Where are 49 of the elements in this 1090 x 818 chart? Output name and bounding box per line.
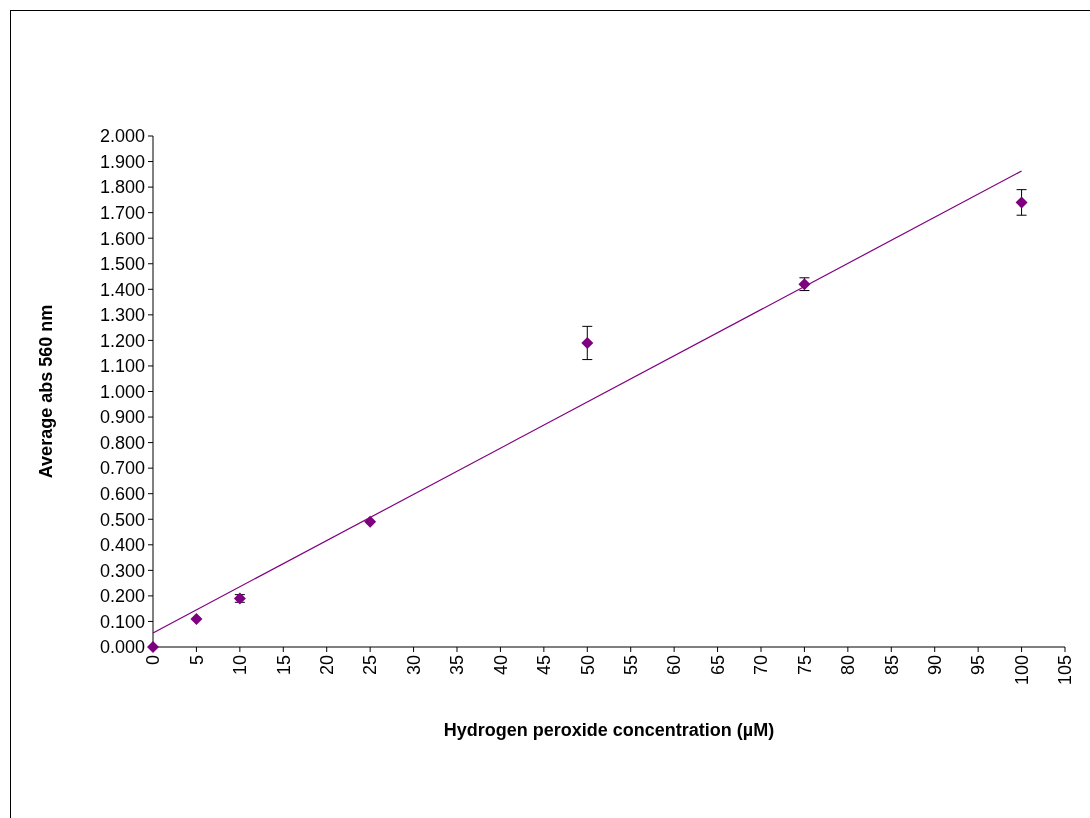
x-tick-label: 40: [490, 655, 511, 676]
y-tick-label: 0.400: [99, 535, 145, 556]
x-tick-label: 55: [621, 655, 642, 676]
x-tick-label: 5: [186, 655, 207, 666]
x-axis-title: Hydrogen peroxide concentration (µM): [443, 720, 775, 740]
y-tick-label: 1.700: [99, 202, 145, 223]
x-tick-label: 90: [925, 655, 946, 676]
y-tick-label: 1.300: [99, 305, 145, 326]
x-tick-label: 30: [403, 655, 424, 676]
x-tick-label: 45: [534, 655, 555, 676]
y-tick-label: 0.200: [99, 586, 145, 607]
y-tick-label: 1.500: [99, 254, 145, 275]
y-tick-label: 1.100: [99, 356, 145, 377]
y-tick-label: 0.800: [99, 432, 145, 453]
x-tick-label: 15: [273, 655, 294, 676]
y-tick-label: 1.600: [99, 228, 145, 249]
y-tick-label: 1.400: [99, 279, 145, 300]
y-tick-label: 1.900: [99, 151, 145, 172]
x-tick-label: 80: [838, 655, 859, 676]
x-tick-label: 10: [230, 655, 251, 676]
x-tick-label: 0: [143, 655, 164, 666]
x-tick-label: 100: [1011, 655, 1032, 686]
y-tick-label: 1.800: [99, 177, 145, 198]
x-tick-label: 75: [794, 655, 815, 676]
y-tick-label: 0.700: [99, 458, 145, 479]
x-tick-label: 65: [707, 655, 728, 676]
y-tick-label: 0.600: [99, 484, 145, 504]
y-axis-title: Average abs 560 nm: [36, 304, 56, 479]
x-tick-label: 50: [577, 655, 598, 676]
x-tick-label: 70: [751, 655, 772, 676]
y-tick-label: 0.100: [99, 611, 145, 632]
y-tick-label: 0.500: [99, 509, 145, 530]
y-tick-label: 0.300: [99, 560, 145, 581]
x-tick-label: 20: [317, 655, 338, 676]
point: [581, 336, 594, 349]
x-tick-label: 25: [360, 655, 381, 676]
x-tick-label: 35: [447, 655, 468, 676]
x-tick-label: 85: [881, 655, 902, 676]
point: [147, 641, 159, 653]
y-tick-label: 0.900: [99, 407, 145, 428]
x-tick-label: 95: [968, 655, 989, 676]
point: [1015, 196, 1028, 209]
x-tick-label: 60: [664, 655, 685, 676]
point: [190, 612, 203, 625]
y-tick-label: 1.200: [99, 330, 145, 351]
y-tick-label: 1.000: [99, 381, 145, 402]
y-tick-label: 2.000: [99, 126, 145, 147]
y-tick-label: 0.000: [99, 637, 145, 658]
x-tick-label: 105: [1055, 655, 1076, 686]
